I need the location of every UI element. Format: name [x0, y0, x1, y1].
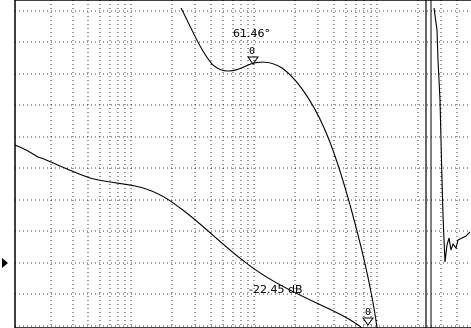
magnitude-trace	[14, 144, 363, 328]
phase-marker-id: 0	[249, 46, 255, 57]
phase-marker-triangle-icon	[247, 56, 259, 65]
phase-trace	[180, 7, 378, 328]
plot-frame	[14, 0, 471, 328]
gain-marker-id: 0	[365, 307, 371, 318]
phase-marker[interactable]: 61.46° 0	[233, 27, 270, 65]
gain-marker-triangle-icon	[362, 317, 374, 326]
vertical-grid	[50, 0, 458, 328]
phase-marker-readout: 61.46°	[233, 27, 270, 40]
reference-level-arrow[interactable]	[2, 258, 8, 268]
right-edge-trace	[433, 7, 471, 263]
gain-marker[interactable]: -22.45 dB 0	[249, 283, 374, 326]
horizontal-grid	[15, 10, 471, 327]
gain-marker-readout: -22.45 dB	[249, 283, 303, 296]
